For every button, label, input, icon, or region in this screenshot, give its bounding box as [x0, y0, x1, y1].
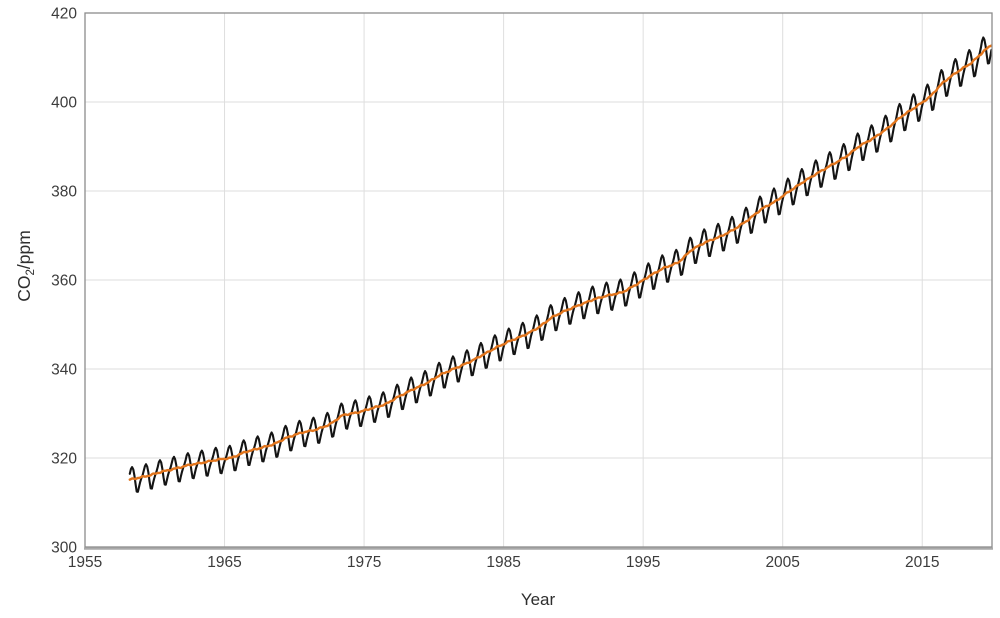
x-tick-label: 1995: [626, 554, 660, 571]
x-tick-label: 1965: [207, 554, 241, 571]
y-tick-label: 360: [51, 273, 77, 290]
y-axis-title-unit: /ppm: [14, 230, 34, 269]
x-tick-label: 1985: [486, 554, 520, 571]
y-axis-tick-labels: 300 320 340 360 380 400 420: [51, 6, 77, 557]
co2-trend-line: [128, 44, 992, 481]
y-tick-label: 300: [51, 540, 77, 557]
x-tick-label: 1955: [68, 554, 102, 571]
y-axis-title: CO2/ppm: [14, 230, 37, 302]
y-tick-label: 380: [51, 184, 77, 201]
gridlines: [85, 13, 992, 547]
x-axis-tick-labels: 1955 1965 1975 1985 1995 2005 2015: [68, 554, 940, 571]
y-tick-label: 420: [51, 6, 77, 23]
x-tick-label: 2015: [905, 554, 939, 571]
co2-monthly-line: [128, 36, 992, 493]
y-axis-title-subscript: 2: [25, 269, 37, 275]
y-tick-label: 340: [51, 362, 77, 379]
plot-border: [84, 12, 993, 548]
x-axis-title: Year: [521, 590, 556, 609]
y-tick-label: 400: [51, 95, 77, 112]
data-series: [128, 36, 992, 493]
y-axis-title-main: CO: [14, 276, 34, 302]
x-tick-label: 1975: [347, 554, 381, 571]
x-tick-label: 2005: [765, 554, 799, 571]
y-tick-label: 320: [51, 451, 77, 468]
